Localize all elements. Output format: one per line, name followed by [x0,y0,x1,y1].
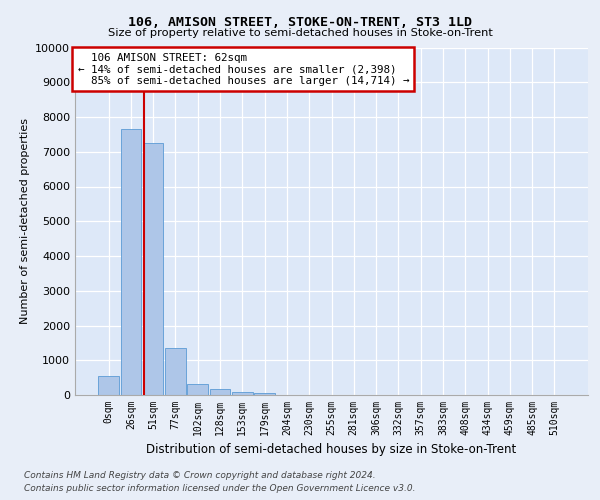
Bar [165,348,186,395]
Bar [232,392,253,395]
Text: Size of property relative to semi-detached houses in Stoke-on-Trent: Size of property relative to semi-detach… [107,28,493,38]
Bar [210,390,230,395]
Bar [143,143,163,395]
Text: 106, AMISON STREET, STOKE-ON-TRENT, ST3 1LD: 106, AMISON STREET, STOKE-ON-TRENT, ST3 … [128,16,472,29]
Text: Contains public sector information licensed under the Open Government Licence v3: Contains public sector information licen… [24,484,415,493]
Text: Contains HM Land Registry data © Crown copyright and database right 2024.: Contains HM Land Registry data © Crown c… [24,470,376,480]
Bar [121,129,141,395]
Text: 106 AMISON STREET: 62sqm
← 14% of semi-detached houses are smaller (2,398)
  85%: 106 AMISON STREET: 62sqm ← 14% of semi-d… [77,52,409,86]
Bar [98,376,119,395]
Bar [254,392,275,395]
X-axis label: Distribution of semi-detached houses by size in Stoke-on-Trent: Distribution of semi-detached houses by … [146,444,517,456]
Bar [187,384,208,395]
Y-axis label: Number of semi-detached properties: Number of semi-detached properties [20,118,29,324]
